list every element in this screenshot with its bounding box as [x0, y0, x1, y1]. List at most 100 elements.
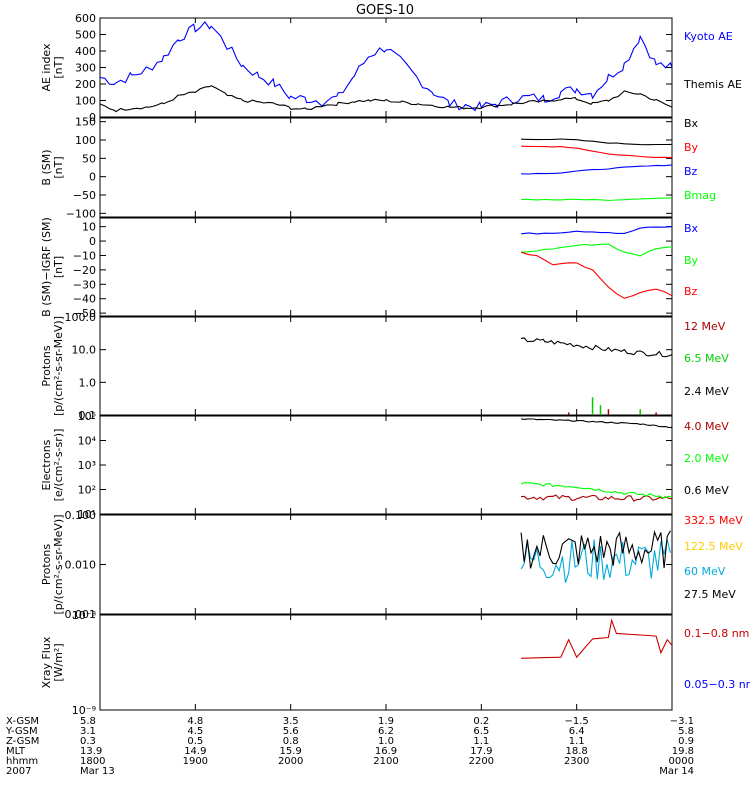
- y-tick-label: 300: [75, 62, 96, 75]
- y-axis-label: Protons: [40, 544, 53, 585]
- footer-value: 16.9: [375, 746, 397, 757]
- footer-value: 15.9: [280, 746, 302, 757]
- y-tick-label: 0.100: [65, 509, 97, 522]
- legend-entry: By: [684, 254, 699, 267]
- series-line: [520, 418, 673, 429]
- legend-entry: Bx: [684, 117, 699, 130]
- footer-value: 1.1: [569, 736, 585, 747]
- y-axis-label: [W/m²]: [52, 643, 65, 681]
- footer-value: −1.5: [565, 716, 589, 727]
- legend-entry: 332.5 MeV: [684, 514, 743, 527]
- y-tick-label: 400: [75, 45, 96, 58]
- legend-entry: 60 MeV: [684, 565, 726, 578]
- series-line: [520, 530, 671, 569]
- legend-entry: By: [684, 141, 699, 154]
- footer-value: 3.1: [80, 726, 96, 737]
- footer-row-label: 2007: [6, 766, 31, 777]
- y-tick-label: 10¹: [78, 508, 96, 521]
- y-tick-label: −50: [73, 189, 96, 202]
- y-tick-label: −50: [73, 307, 96, 320]
- legend-entry: 12 MeV: [684, 320, 726, 333]
- footer-value: 14.9: [184, 746, 206, 757]
- footer-value: 0.5: [187, 736, 203, 747]
- footer-value: 6.2: [378, 726, 394, 737]
- legend-entry: Bx: [684, 222, 699, 235]
- footer-value: 0.2: [473, 716, 489, 727]
- footer-value: −3.1: [670, 716, 694, 727]
- footer-value: 1.9: [378, 716, 394, 727]
- panel-frame: [99, 415, 673, 515]
- footer-value: 4.8: [187, 716, 203, 727]
- panel-7: 10⁻⁸ 10⁻⁹ Xray Flux [W/m²] 0.1−0.8 nm 0.05−0.…: [40, 609, 750, 717]
- y-axis-label: [nT]: [52, 256, 65, 278]
- legend-entry: 122.5 MeV: [684, 540, 743, 553]
- legend-entry: Themis AE: [683, 78, 742, 91]
- footer-value: 0.3: [80, 736, 96, 747]
- y-axis-label: [nT]: [52, 56, 65, 78]
- y-tick-label: 100: [75, 134, 96, 147]
- footer-value: 19.8: [672, 746, 694, 757]
- y-tick-label: −10: [73, 249, 96, 262]
- y-axis-label: B (SM)−IGRF (SM): [40, 217, 53, 317]
- series-line: [520, 539, 671, 583]
- y-tick-label: −30: [73, 278, 96, 291]
- y-axis-label: Xray Flux: [40, 636, 53, 688]
- footer-value: 17.9: [470, 746, 492, 757]
- series-line: [521, 145, 673, 159]
- footer-value: 0.9: [678, 736, 694, 747]
- series-line: [99, 85, 673, 113]
- ephemeris-footer: X-GSMY-GSMZ-GSMMLThhmm20075.83.10.313.91…: [5, 716, 694, 777]
- panel-5: 10⁵ 10⁴ 10³ 10² 10¹ Electrons [e/(cm²-s-sr)] 4.…: [40, 410, 729, 521]
- footer-value: 5.6: [283, 726, 299, 737]
- footer-value: 6.4: [569, 726, 585, 737]
- legend-entry: 0.6 MeV: [684, 484, 729, 497]
- y-axis-label: [p/(cm²-s-sr-MeV)]: [52, 515, 65, 615]
- series-line: [521, 164, 673, 175]
- y-tick-label: 10³: [78, 459, 96, 472]
- series-line: [521, 618, 673, 659]
- footer-row-label: X-GSM: [6, 716, 39, 727]
- footer-value: Mar 13: [80, 766, 115, 777]
- legend-entry: Bmag: [684, 189, 716, 202]
- panel-6: 0.100 0.010 0.001 Protons [p/(cm²-s-sr-MeV)]…: [40, 509, 743, 621]
- legend-entry: 2.4 MeV: [684, 385, 729, 398]
- footer-row-label: hhmm: [6, 756, 38, 767]
- y-tick-label: 10.0: [72, 344, 97, 357]
- y-tick-label: 0: [89, 235, 96, 248]
- series-line: [520, 482, 673, 499]
- footer-value: 6.5: [473, 726, 489, 737]
- panel-frame: [99, 316, 673, 416]
- panel-frame: [99, 514, 673, 615]
- y-tick-label: −20: [73, 264, 96, 277]
- series-line: [521, 197, 673, 202]
- footer-value: 2100: [373, 756, 398, 767]
- footer-value: Mar 14: [659, 766, 694, 777]
- y-tick-label: 10²: [78, 484, 96, 497]
- y-tick-label: 1.0: [79, 376, 97, 389]
- y-tick-label: 500: [75, 29, 96, 42]
- series-line: [99, 20, 673, 112]
- series-line: [521, 337, 673, 358]
- panel-1: 600 500 400 300 200 100 0 AE index [nT] Kyoto AE T…: [40, 12, 742, 124]
- footer-value: 1900: [183, 756, 208, 767]
- footer-value: 1.1: [473, 736, 489, 747]
- legend-entry: Kyoto AE: [684, 30, 733, 43]
- y-axis-label: [e/(cm²-s-sr)]: [52, 429, 65, 502]
- y-axis-label: [p/(cm²-s-sr-MeV)]: [52, 316, 65, 416]
- legend-entry: 4.0 MeV: [684, 420, 729, 433]
- y-tick-label: 0: [89, 171, 96, 184]
- series-line: [521, 138, 673, 146]
- y-tick-label: 10⁴: [78, 435, 97, 448]
- footer-value: 18.8: [566, 746, 588, 757]
- figure-title: GOES-10: [356, 3, 414, 18]
- y-tick-label: 10⁻⁹: [72, 704, 96, 717]
- y-tick-label: 50: [82, 152, 96, 165]
- legend-entry: Bz: [684, 285, 698, 298]
- footer-value: 2000: [278, 756, 303, 767]
- panel-4: 100.0 10.0 1.0 0.1 Protons [p/(cm²-s-sr-MeV)]…: [40, 311, 729, 422]
- y-axis-label: Protons: [40, 345, 53, 386]
- y-tick-label: −100: [66, 207, 96, 220]
- y-tick-label: 0.010: [65, 559, 97, 572]
